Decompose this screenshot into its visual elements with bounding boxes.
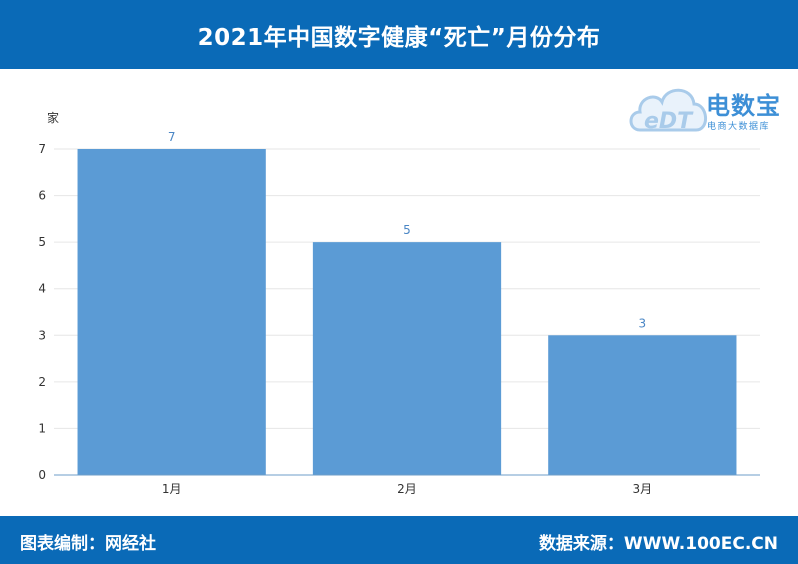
- y-axis-unit-label: 家: [47, 111, 60, 125]
- bar: [312, 242, 502, 475]
- y-tick-label: 6: [38, 189, 46, 203]
- x-tick-label: 2月: [397, 482, 417, 496]
- footer-source: 数据来源：WWW.100EC.CN: [538, 534, 778, 554]
- y-tick-label: 5: [38, 235, 46, 249]
- cloud-logo-icon: eDT: [629, 88, 707, 134]
- y-tick-label: 1: [38, 421, 46, 435]
- x-tick-label: 3月: [633, 482, 653, 496]
- y-tick-label: 2: [38, 375, 46, 389]
- bar-value-label: 3: [639, 316, 647, 330]
- bar-value-label: 5: [403, 223, 411, 237]
- footer-bar: 图表编制：网经社 数据来源：WWW.100EC.CN: [0, 516, 798, 564]
- header-bar: 2021年中国数字健康“死亡”月份分布: [0, 0, 798, 69]
- bar-value-label: 7: [168, 130, 176, 144]
- bar-chart: 0 1 2 3 4 5 6 7 7 1月 5 2月 3 3月: [38, 130, 760, 496]
- logo-subtitle: 电商大数据库: [707, 122, 771, 132]
- y-tick-label: 7: [38, 142, 46, 156]
- bar: [548, 335, 737, 475]
- bar: [77, 149, 266, 475]
- y-tick-label: 4: [38, 282, 46, 296]
- page-title: 2021年中国数字健康“死亡”月份分布: [197, 24, 601, 51]
- x-tick-label: 1月: [162, 482, 182, 496]
- y-tick-label: 3: [38, 328, 46, 342]
- logo-mark: eDT: [644, 109, 694, 134]
- footer-credit: 图表编制：网经社: [20, 534, 156, 554]
- logo: eDT 电数宝 电商大数据库: [626, 72, 796, 138]
- y-tick-label: 0: [38, 468, 46, 482]
- logo-name: 电数宝: [706, 92, 781, 120]
